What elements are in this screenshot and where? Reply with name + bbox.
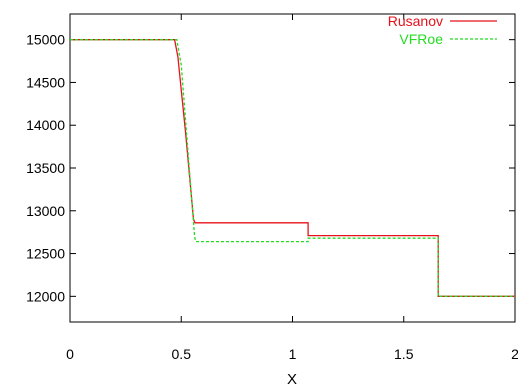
y-tick-label: 12500	[26, 246, 65, 262]
axis-ticks	[69, 14, 516, 322]
x-tick-label: 1.5	[394, 346, 414, 362]
x-tick-label: 0	[66, 346, 74, 362]
legend: Rusanov VFRoe	[388, 13, 497, 47]
series-lines	[70, 39, 515, 297]
x-axis-label: X	[287, 371, 297, 387]
y-tick-label: 14000	[26, 117, 65, 133]
y-tick-label: 12000	[26, 288, 65, 304]
y-tick-label: 13000	[26, 203, 65, 219]
y-tick-label: 13500	[26, 160, 65, 176]
series-line-vfroe	[70, 39, 515, 297]
x-tick-label: 0.5	[172, 346, 192, 362]
tick-labels: 0 0.5 1 1.5 2 12000 12500 13000 13500 14000 14500 1…	[26, 32, 518, 362]
plot-frame	[69, 13, 516, 323]
y-tick-label: 14500	[26, 74, 65, 90]
legend-label-rusanov: Rusanov	[388, 13, 443, 29]
series-line-rusanov	[70, 39, 515, 297]
legend-label-vfroe: VFRoe	[399, 31, 443, 47]
y-tick-label: 15000	[26, 32, 65, 48]
x-tick-label: 2	[511, 346, 518, 362]
x-tick-label: 1	[289, 346, 297, 362]
